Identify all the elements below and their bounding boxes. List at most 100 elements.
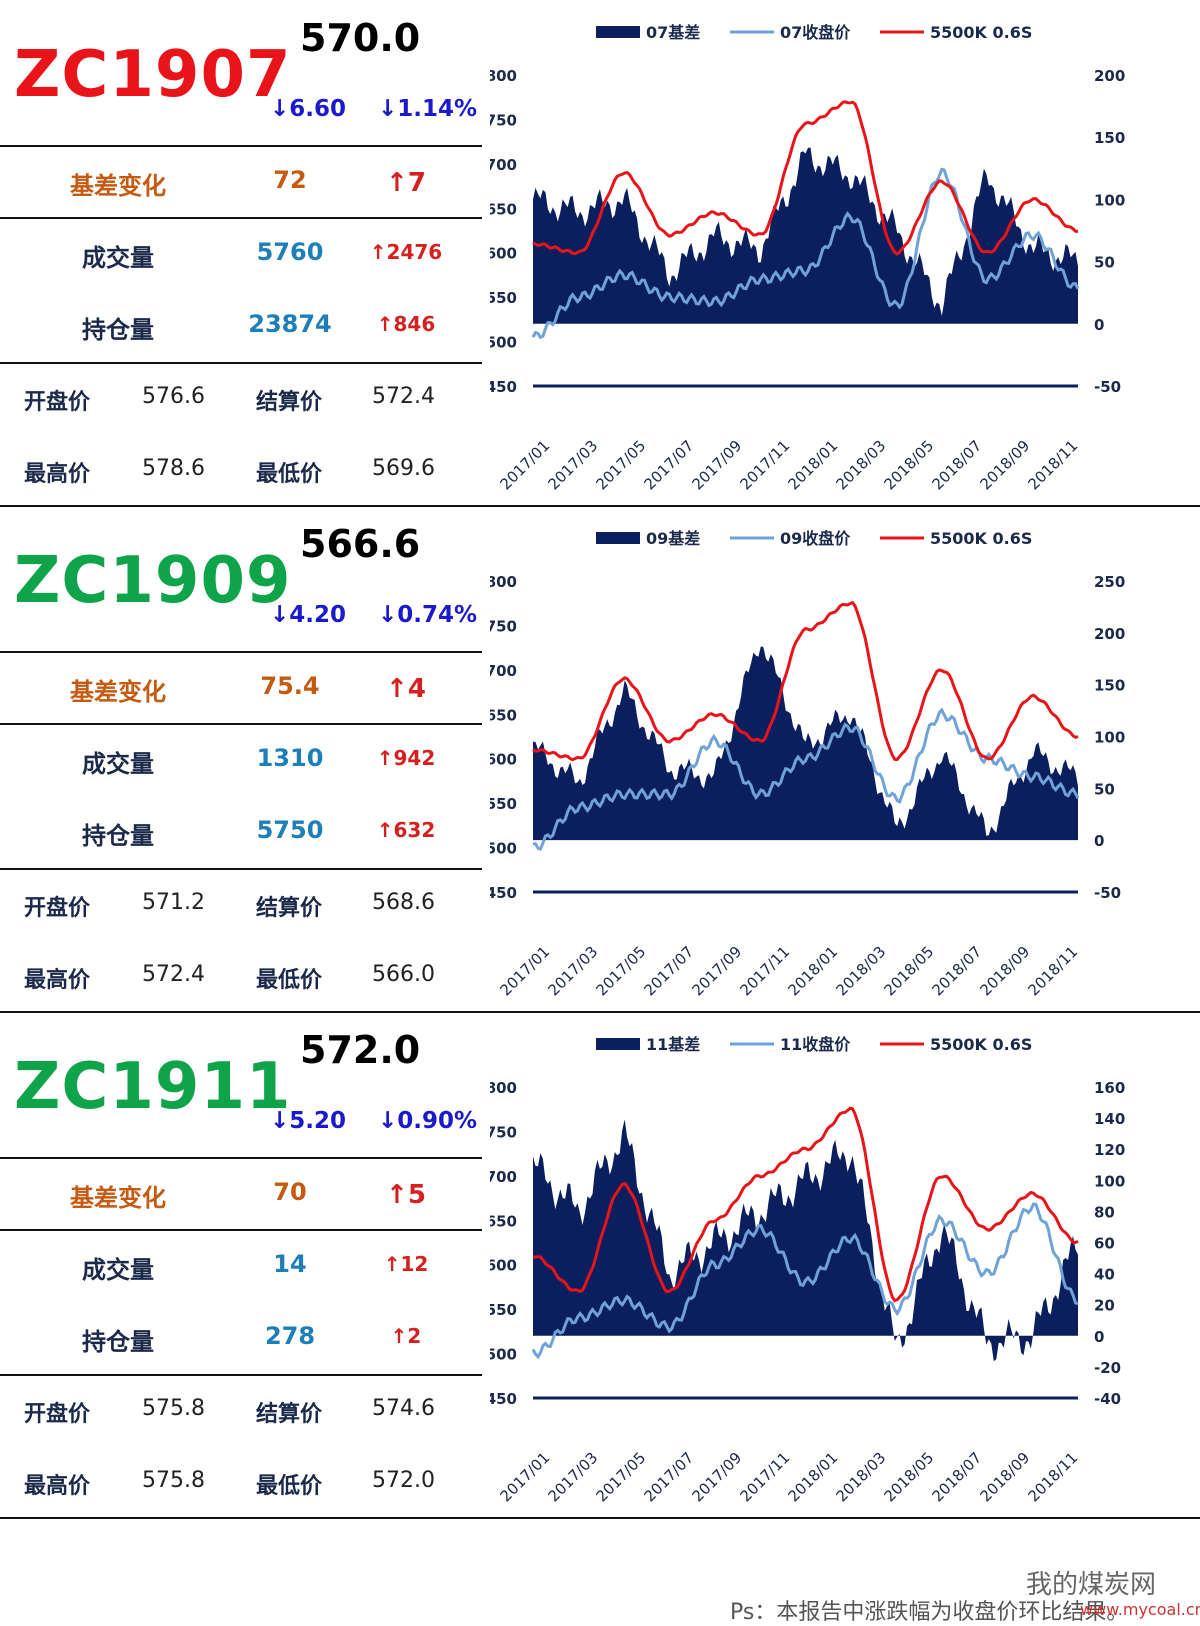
basis-area: [533, 646, 1078, 841]
legend-label: 11基差: [646, 1035, 700, 1054]
panel-zc1909: ZC1909 566.6 ↓4.20 ↓0.74% 基差变化 75.4 ↑4 成交量 1310 ↑…: [0, 506, 1200, 1032]
close-price-line: [531, 1202, 1079, 1360]
volume-value: 14: [273, 1250, 307, 1278]
high-label: 最高价: [24, 1474, 91, 1499]
settle-label: 结算价: [256, 1402, 323, 1427]
y-left-tick: 700: [490, 662, 517, 680]
x-tick: 2018/03: [833, 1449, 890, 1506]
y-left-tick: 700: [490, 156, 517, 174]
high-value: 578.6: [142, 456, 205, 481]
volume-change: ↑12: [383, 1252, 429, 1276]
low-value: 566.0: [372, 962, 435, 987]
x-tick: 2017/07: [641, 1449, 698, 1506]
legend-label: 09收盘价: [780, 529, 851, 548]
basis-area: [533, 1119, 1078, 1362]
low-label: 最低价: [256, 1474, 323, 1499]
legend-label: 5500K 0.6S: [930, 529, 1032, 548]
y-right-tick: -40: [1094, 1390, 1121, 1408]
contract-code: ZC1911: [14, 1050, 292, 1124]
panel-zc1907: ZC1907 570.0 ↓6.60 ↓1.14% 基差变化 72 ↑7 成交量 5760 ↑24…: [0, 0, 1200, 526]
basis-chart: 11基差 11收盘价 5500K 0.6S800750700650600550500…: [490, 1035, 1125, 1506]
x-tick: 2018/03: [833, 437, 890, 494]
x-tick: 2018/07: [929, 943, 986, 1000]
y-left-tick: 500: [490, 840, 517, 858]
y-right-tick: 120: [1094, 1141, 1125, 1159]
x-tick: 2017/11: [737, 1449, 794, 1506]
watermark-url: www.mycoal.cn: [1080, 1600, 1200, 1619]
y-left-tick: 600: [490, 1257, 517, 1275]
legend-swatch-basis: [596, 26, 640, 38]
basis-value: 75.4: [260, 672, 320, 700]
x-tick: 2018/11: [1025, 437, 1082, 494]
legend-label: 07基差: [646, 23, 700, 42]
x-tick: 2017/09: [689, 1449, 746, 1506]
oi-label: 持仓量: [82, 316, 154, 344]
y-left-tick: 800: [490, 573, 517, 591]
y-right-tick: 100: [1094, 1172, 1125, 1190]
y-left-tick: 600: [490, 245, 517, 263]
divider: [0, 868, 482, 870]
settle-label: 结算价: [256, 390, 323, 415]
volume-value: 5760: [256, 238, 324, 266]
y-right-tick: 140: [1094, 1110, 1125, 1128]
y-right-tick: 40: [1094, 1266, 1115, 1284]
x-tick: 2018/11: [1025, 1449, 1082, 1506]
y-left-tick: 450: [490, 884, 517, 902]
coal-price-line: [532, 600, 1079, 762]
x-tick: 2017/09: [689, 437, 746, 494]
x-tick: 2018/07: [929, 437, 986, 494]
price-change-pct: ↓1.14%: [378, 96, 478, 122]
legend-label: 5500K 0.6S: [930, 1035, 1032, 1054]
y-right-tick: 20: [1094, 1297, 1115, 1315]
y-right-tick: 200: [1094, 625, 1125, 643]
y-right-tick: -20: [1094, 1359, 1121, 1377]
y-right-tick: 0: [1094, 316, 1104, 334]
x-tick: 2017/01: [497, 943, 554, 1000]
basis-value: 70: [273, 1178, 307, 1206]
panel-zc1911: ZC1911 572.0 ↓5.20 ↓0.90% 基差变化 70 ↑5 成交量 14 ↑12 持仓…: [0, 1012, 1200, 1538]
settle-value: 572.4: [372, 384, 435, 409]
x-tick: 2017/11: [737, 943, 794, 1000]
legend-label: 5500K 0.6S: [930, 23, 1032, 42]
y-right-tick: 200: [1094, 67, 1125, 85]
y-left-tick: 700: [490, 1168, 517, 1186]
x-tick: 2017/11: [737, 437, 794, 494]
low-label: 最低价: [256, 462, 323, 487]
oi-label: 持仓量: [82, 822, 154, 850]
x-tick: 2018/01: [785, 437, 842, 494]
x-tick: 2018/09: [977, 437, 1034, 494]
oi-change: ↑846: [376, 312, 436, 336]
coal-price-line: [532, 1106, 1079, 1303]
x-tick: 2017/07: [641, 943, 698, 1000]
last-price: 572.0: [300, 1028, 421, 1072]
coal-price-line: [532, 100, 1079, 256]
x-tick: 2018/11: [1025, 943, 1082, 1000]
y-left-tick: 650: [490, 200, 517, 218]
price-change: ↓6.60: [270, 96, 347, 122]
divider: [0, 723, 482, 725]
y-right-tick: 0: [1094, 1328, 1104, 1346]
volume-label: 成交量: [82, 750, 154, 778]
y-right-tick: -50: [1094, 378, 1121, 396]
y-left-tick: 550: [490, 289, 517, 307]
x-tick: 2018/05: [881, 1449, 938, 1506]
y-left-tick: 800: [490, 1079, 517, 1097]
x-tick: 2017/03: [545, 943, 602, 1000]
high-label: 最高价: [24, 462, 91, 487]
legend-swatch-basis: [596, 1038, 640, 1050]
y-left-tick: 450: [490, 1390, 517, 1408]
last-price: 570.0: [300, 16, 421, 60]
y-right-tick: 150: [1094, 677, 1125, 695]
price-change-pct: ↓0.90%: [378, 1108, 478, 1134]
x-tick: 2017/05: [593, 943, 650, 1000]
basis-label: 基差变化: [70, 1184, 166, 1212]
price-change: ↓4.20: [270, 602, 347, 628]
volume-label: 成交量: [82, 244, 154, 272]
last-price: 566.6: [300, 522, 421, 566]
y-right-tick: 100: [1094, 729, 1125, 747]
basis-change: ↑5: [386, 1180, 426, 1210]
x-tick: 2018/07: [929, 1449, 986, 1506]
low-label: 最低价: [256, 968, 323, 993]
y-right-tick: 50: [1094, 254, 1115, 272]
y-right-tick: 80: [1094, 1203, 1115, 1221]
